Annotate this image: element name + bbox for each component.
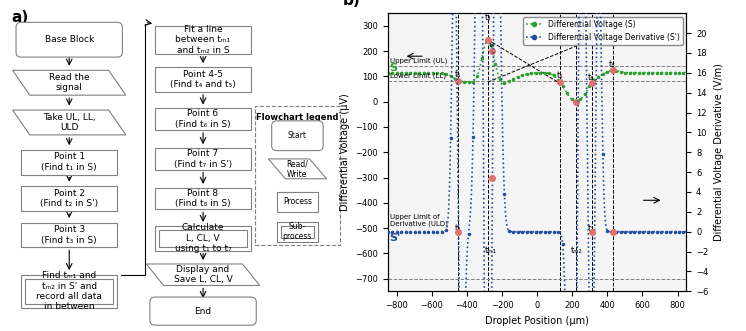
Bar — [159, 230, 247, 247]
Bar — [25, 279, 113, 304]
FancyBboxPatch shape — [272, 121, 323, 151]
Text: Read the
signal: Read the signal — [49, 73, 90, 92]
Text: a): a) — [11, 10, 28, 25]
Line: Differential Voltage (S): Differential Voltage (S) — [387, 39, 687, 103]
Text: Display and
Save L, CL, V: Display and Save L, CL, V — [174, 265, 233, 284]
Bar — [21, 186, 117, 211]
Text: b): b) — [343, 0, 361, 8]
Text: Sub-
process: Sub- process — [283, 222, 312, 241]
FancyBboxPatch shape — [150, 297, 257, 325]
Differential Voltage Derivative (S') — [674, 230, 683, 234]
Text: Fit a line
between tₘ₁
and tₘ₂ in S: Fit a line between tₘ₁ and tₘ₂ in S — [175, 25, 231, 55]
Text: Read/
Write: Read/ Write — [286, 159, 308, 178]
Differential Voltage Derivative (S') — [529, 230, 538, 234]
Polygon shape — [13, 71, 126, 95]
Line: Differential Voltage Derivative (S'): Differential Voltage Derivative (S') — [387, 0, 687, 331]
Differential Voltage (S) — [682, 71, 691, 74]
Text: t₁: t₁ — [455, 70, 462, 79]
Text: Point 6
(Find t₆ in S): Point 6 (Find t₆ in S) — [175, 110, 231, 129]
Text: Take UL, LL,
ULD: Take UL, LL, ULD — [43, 113, 95, 132]
Bar — [281, 226, 314, 238]
Text: S': S' — [389, 233, 401, 243]
Text: End: End — [195, 307, 212, 316]
Bar — [155, 148, 251, 169]
Text: Point 3
(Find t₃ in S): Point 3 (Find t₃ in S) — [42, 225, 97, 245]
Bar — [155, 108, 251, 130]
Text: tₘ₁: tₘ₁ — [485, 246, 497, 255]
Bar — [21, 150, 117, 175]
Text: t₇: t₇ — [589, 224, 595, 233]
Text: Process: Process — [283, 197, 312, 207]
Differential Voltage (S) — [483, 38, 492, 42]
Text: Point 1
(Find t₁ in S): Point 1 (Find t₁ in S) — [42, 153, 97, 172]
Text: Point 7
(Find t₇ in S'): Point 7 (Find t₇ in S') — [174, 149, 232, 168]
Text: Point 8
(Find t₈ in S): Point 8 (Find t₈ in S) — [175, 189, 231, 208]
Differential Voltage Derivative (S') — [682, 230, 691, 234]
Bar — [21, 222, 117, 248]
Text: Flowchart legend: Flowchart legend — [256, 113, 339, 121]
Differential Voltage Derivative (S') — [383, 230, 392, 234]
Differential Voltage (S) — [398, 71, 407, 74]
Text: t₃: t₃ — [485, 13, 491, 22]
Text: t₅: t₅ — [557, 71, 563, 80]
Bar — [155, 25, 251, 54]
Differential Voltage (S) — [674, 71, 683, 74]
Bar — [155, 188, 251, 209]
Text: Point 4-5
(Find t₄ and t₅): Point 4-5 (Find t₄ and t₅) — [170, 70, 236, 89]
Differential Voltage (S) — [529, 71, 538, 75]
Text: Base Block: Base Block — [45, 35, 94, 44]
Differential Voltage Derivative (S') — [674, 230, 683, 234]
X-axis label: Droplet Position (μm): Droplet Position (μm) — [485, 315, 589, 326]
Differential Voltage Derivative (S') — [521, 230, 530, 234]
FancyBboxPatch shape — [16, 23, 122, 57]
Text: Start: Start — [288, 131, 307, 140]
Legend: Differential Voltage (S), Differential Voltage Derivative (S'): Differential Voltage (S), Differential V… — [523, 17, 683, 45]
Differential Voltage Derivative (S') — [618, 230, 627, 234]
Text: t₄: t₄ — [489, 40, 496, 49]
Differential Voltage (S) — [618, 70, 627, 74]
Bar — [155, 67, 251, 92]
Differential Voltage (S) — [674, 71, 683, 74]
Text: t₂: t₂ — [455, 224, 461, 233]
Text: Find tₘ₁ and
tₘ₂ in S' and
record all data
in between: Find tₘ₁ and tₘ₂ in S' and record all da… — [37, 271, 102, 311]
Text: Lower Limit (LL): Lower Limit (LL) — [389, 73, 445, 79]
Polygon shape — [146, 264, 260, 285]
Bar — [254, 106, 340, 245]
Text: Point 2
(Find t₂ in S'): Point 2 (Find t₂ in S') — [40, 189, 98, 208]
Bar — [155, 226, 251, 251]
Text: Upper Limit (UL): Upper Limit (UL) — [389, 58, 447, 64]
Bar — [277, 222, 318, 242]
Differential Voltage (S) — [383, 71, 392, 74]
Bar — [277, 192, 318, 212]
Differential Voltage (S) — [571, 100, 580, 104]
Y-axis label: Differential Voltage Derivative (V/m): Differential Voltage Derivative (V/m) — [714, 63, 724, 241]
Y-axis label: Differential Voltage (μV): Differential Voltage (μV) — [339, 93, 350, 211]
Differential Voltage Derivative (S') — [398, 230, 407, 234]
Differential Voltage (S) — [521, 72, 530, 76]
Bar — [21, 275, 117, 308]
Text: Upper Limit of
Derivative (ULD): Upper Limit of Derivative (ULD) — [389, 213, 448, 227]
Text: t₆: t₆ — [589, 72, 595, 81]
Polygon shape — [269, 159, 327, 179]
Text: t₈: t₈ — [609, 60, 616, 69]
Text: S: S — [389, 63, 398, 73]
Text: tₘ₂: tₘ₂ — [571, 246, 583, 255]
Polygon shape — [13, 110, 126, 135]
Text: Calculate
L, CL, V
using t₁ to t₇: Calculate L, CL, V using t₁ to t₇ — [175, 223, 231, 253]
